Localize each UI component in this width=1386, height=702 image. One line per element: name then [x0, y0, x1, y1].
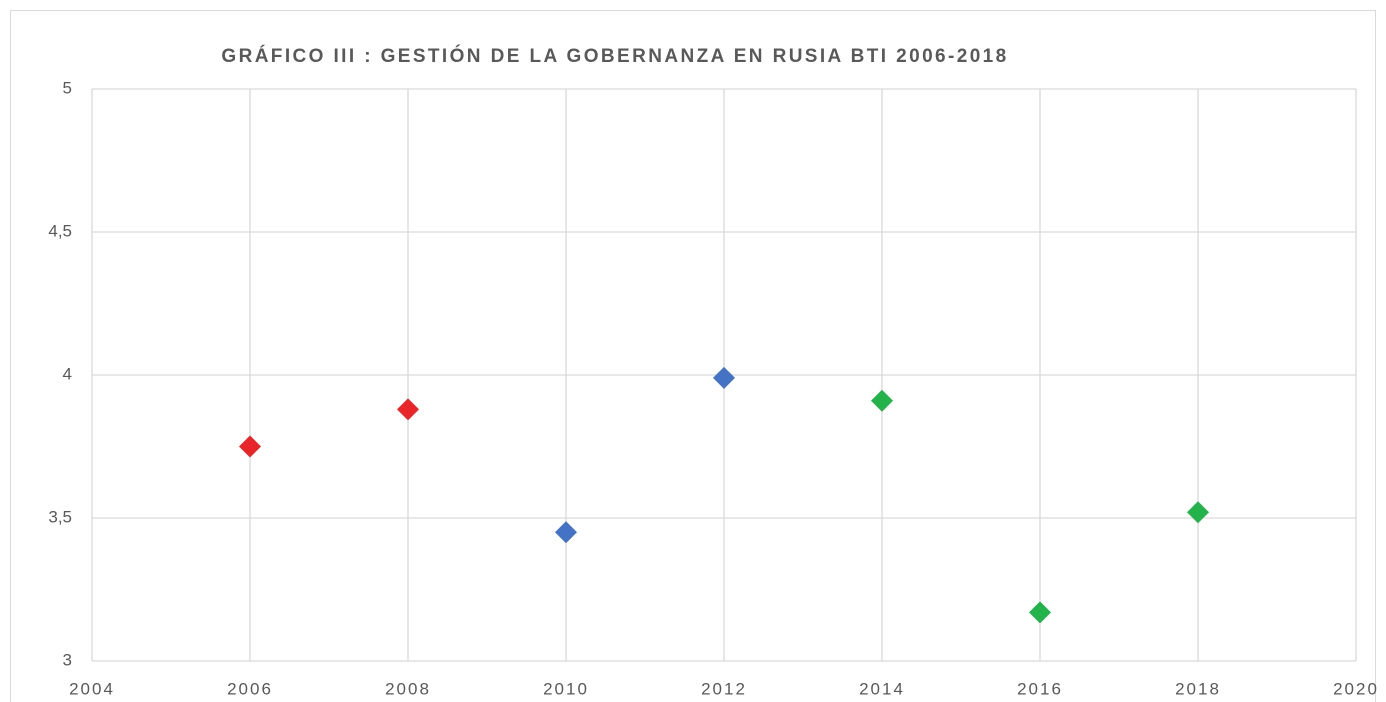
chart-border	[10, 10, 1376, 702]
point	[397, 398, 419, 421]
point	[713, 366, 735, 389]
point	[555, 521, 577, 544]
x-tick-label: 2004	[69, 679, 115, 698]
point	[239, 435, 261, 458]
point	[871, 389, 893, 412]
x-tick-label: 2008	[385, 679, 431, 698]
y-tick-label: 3,5	[48, 507, 72, 526]
y-tick-label: 4,5	[48, 221, 72, 240]
y-tick-label: 4	[63, 364, 72, 383]
point	[1187, 501, 1209, 524]
point	[1029, 601, 1051, 624]
chart-title: GRÁFICO III : GESTIÓN DE LA GOBERNANZA E…	[221, 45, 1008, 67]
x-tick-label: 2020	[1333, 679, 1379, 698]
y-tick-label: 5	[63, 78, 72, 97]
x-tick-label: 2018	[1175, 679, 1221, 698]
x-tick-label: 2014	[859, 679, 905, 698]
x-tick-label: 2006	[227, 679, 273, 698]
x-tick-label: 2012	[701, 679, 747, 698]
y-tick-label: 3	[63, 650, 72, 669]
x-tick-label: 2010	[543, 679, 589, 698]
x-tick-label: 2016	[1017, 679, 1063, 698]
